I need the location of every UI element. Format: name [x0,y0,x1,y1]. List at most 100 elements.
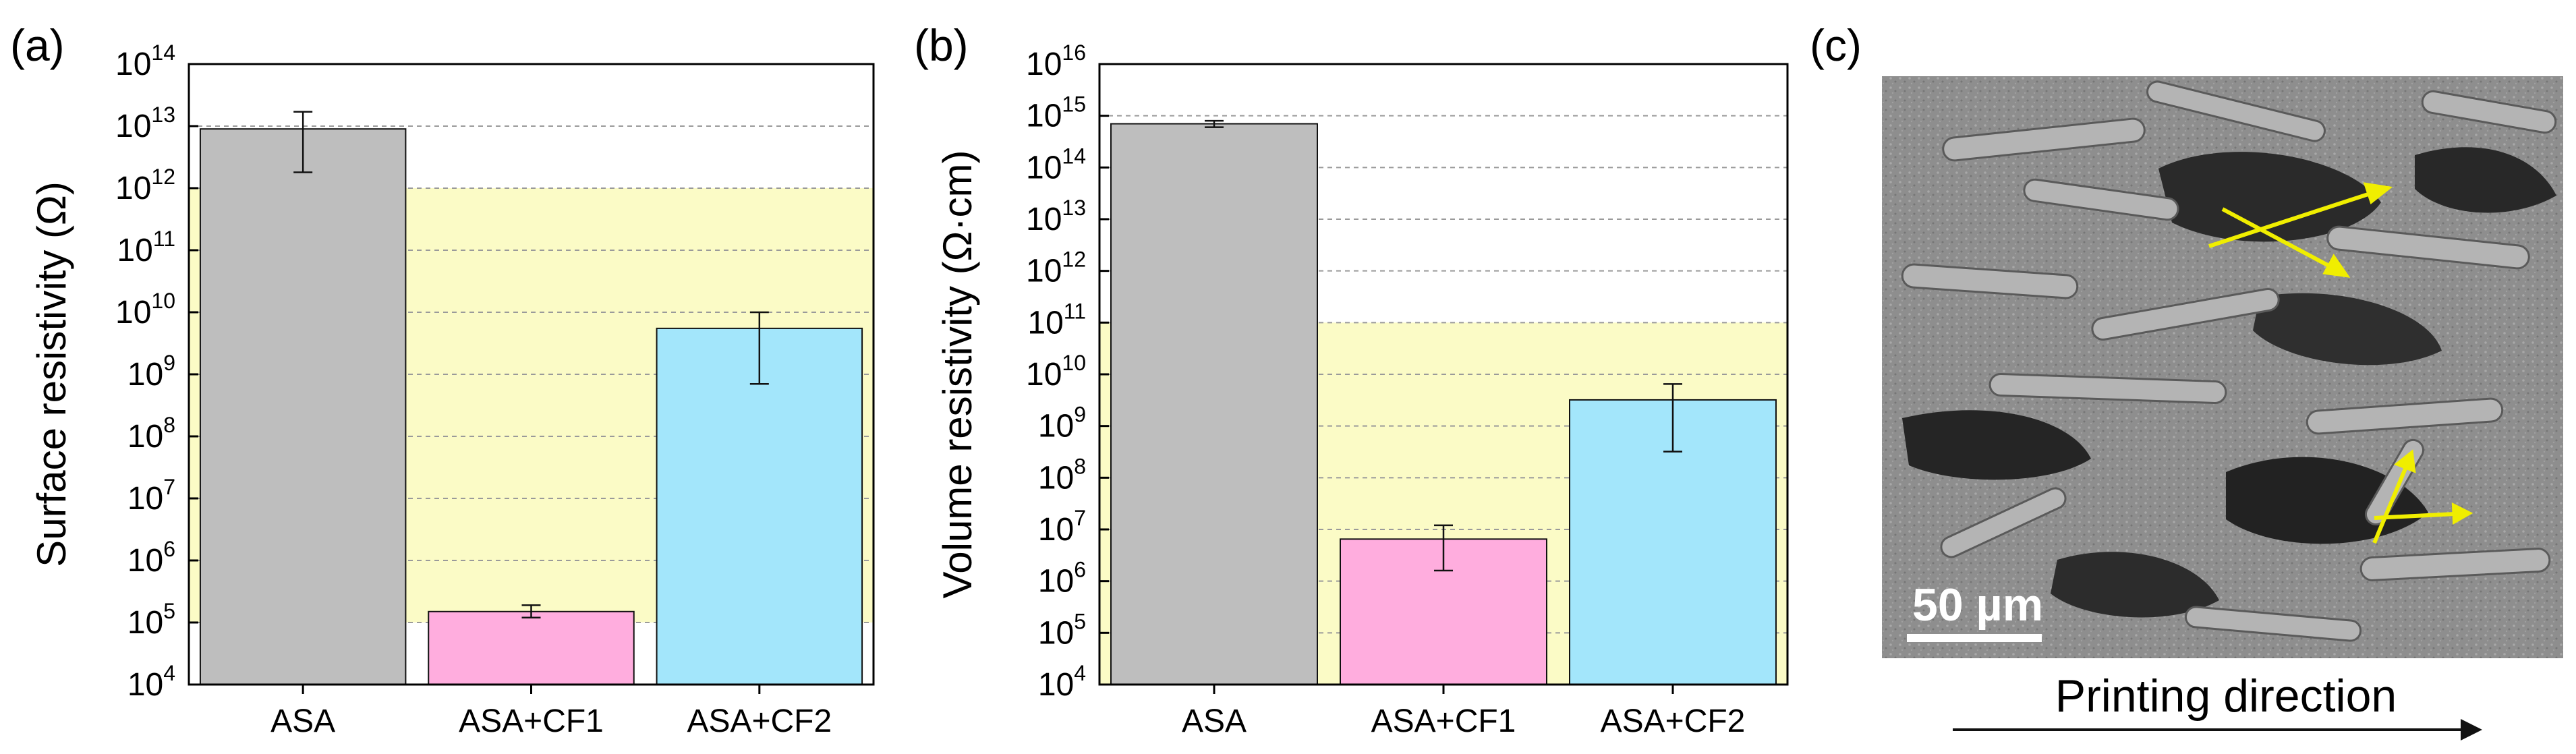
y-tick-base: 10 [115,295,151,330]
y-tick-label: 109 [1038,403,1086,444]
panel-a-x-ticks: ASA ASA+CF1 ASA+CF2 [270,685,832,739]
y-tick-exponent: 5 [163,599,175,623]
scale-bar [1907,634,2042,642]
y-tick-base: 10 [127,667,163,703]
y-tick-base: 10 [1026,47,1062,82]
bar-asa [199,128,407,685]
y-tick-label: 106 [1038,558,1086,600]
y-tick-exponent: 15 [1062,92,1086,117]
y-tick-base: 10 [1027,305,1063,341]
panel-a-y-axis-label: Surface resistivity (Ω) [29,181,74,567]
surface-resistivity-chart: (a) 104105106107108109101010111012101310… [10,20,875,739]
y-tick-exponent: 8 [1074,454,1086,478]
y-tick-base: 10 [1038,667,1074,703]
y-tick-exponent: 6 [163,537,175,561]
scale-bar-text: 50 µm [1912,579,2043,631]
y-tick-label: 109 [127,351,175,393]
x-tick-label: ASA [1182,703,1247,739]
y-tick-base: 10 [1038,615,1074,651]
y-tick-exponent: 16 [1062,40,1086,65]
y-tick-base: 10 [127,481,163,517]
panel-b-bars [1110,119,1777,686]
y-tick-base: 10 [127,357,163,393]
bar-asa [1110,123,1318,685]
y-tick-base: 10 [1038,512,1074,548]
y-tick-label: 1014 [115,40,175,82]
y-tick-exponent: 7 [163,475,175,499]
panel-b-label: (b) [914,20,969,70]
y-tick-base: 10 [1038,409,1074,444]
y-tick-base: 10 [115,171,151,206]
panel-a-bars [199,111,863,686]
y-tick-exponent: 5 [1074,609,1086,633]
sem-image [1882,76,2563,658]
y-tick-exponent: 4 [163,661,175,685]
y-tick-label: 1010 [1026,351,1086,393]
y-tick-label: 108 [127,413,175,455]
y-tick-base: 10 [1026,254,1062,289]
x-tick-label: ASA+CF1 [1371,703,1516,739]
y-tick-exponent: 7 [1074,506,1086,530]
y-tick-exponent: 6 [1074,558,1086,582]
y-tick-exponent: 13 [1062,196,1086,220]
fiber-orientation-arrows [2208,182,2473,544]
y-tick-label: 106 [127,537,175,579]
y-tick-base: 10 [1038,564,1074,600]
y-tick-exponent: 8 [163,413,175,437]
y-tick-label: 104 [127,661,175,703]
y-tick-exponent: 9 [163,351,175,375]
y-tick-exponent: 10 [1062,351,1086,375]
y-tick-label: 1014 [1026,144,1086,185]
y-tick-base: 10 [1038,460,1074,496]
y-tick-exponent: 12 [1062,248,1086,272]
y-tick-base: 10 [1026,150,1062,185]
y-tick-label: 1012 [1026,248,1086,289]
y-tick-base: 10 [127,605,163,641]
y-tick-exponent: 11 [153,227,175,251]
y-tick-exponent: 10 [151,289,175,313]
x-tick-label: ASA+CF2 [1601,703,1746,739]
y-tick-base: 10 [115,47,151,82]
y-tick-exponent: 13 [151,103,175,127]
y-tick-label: 1016 [1026,40,1086,82]
y-tick-exponent: 14 [151,40,175,65]
y-tick-base: 10 [117,233,152,268]
y-tick-exponent: 14 [1062,144,1086,168]
y-tick-label: 107 [127,475,175,517]
x-tick-label: ASA+CF2 [687,703,832,739]
volume-resistivity-chart: (b) 104105106107108109101010111012101310… [914,20,1789,739]
y-tick-base: 10 [127,543,163,579]
panel-b-x-ticks: ASA ASA+CF1 ASA+CF2 [1182,685,1745,739]
panel-a-label: (a) [10,20,65,70]
y-tick-exponent: 12 [151,165,175,189]
sem-micrograph-panel: (c) [1810,20,2563,741]
panel-b-y-ticks: 1041051061071081091010101110121013101410… [1026,40,1109,703]
y-tick-label: 1010 [115,289,175,330]
y-tick-base: 10 [115,109,151,144]
panel-c-label: (c) [1810,20,1862,70]
y-tick-exponent: 9 [1074,403,1086,427]
y-tick-label: 1011 [1027,299,1086,341]
x-tick-label: ASA+CF1 [459,703,604,739]
y-tick-label: 108 [1038,454,1086,496]
bar-asa-cf1 [428,610,635,686]
y-tick-label: 1015 [1026,92,1086,134]
y-tick-exponent: 11 [1064,299,1086,323]
y-tick-label: 104 [1038,661,1086,703]
y-tick-label: 1013 [115,103,175,144]
y-tick-label: 1012 [115,165,175,206]
printing-direction-caption: Printing direction [2055,670,2397,722]
y-tick-base: 10 [1026,202,1062,237]
y-tick-label: 105 [1038,609,1086,651]
y-tick-exponent: 4 [1074,661,1086,685]
y-tick-label: 1013 [1026,196,1086,237]
y-tick-label: 1011 [117,227,175,268]
y-tick-base: 10 [1026,357,1062,393]
x-tick-label: ASA [270,703,335,739]
y-tick-base: 10 [127,419,163,455]
y-tick-label: 105 [127,599,175,641]
panel-b-y-axis-label: Volume resistivity (Ω·cm) [935,150,980,599]
y-tick-base: 10 [1026,98,1062,134]
